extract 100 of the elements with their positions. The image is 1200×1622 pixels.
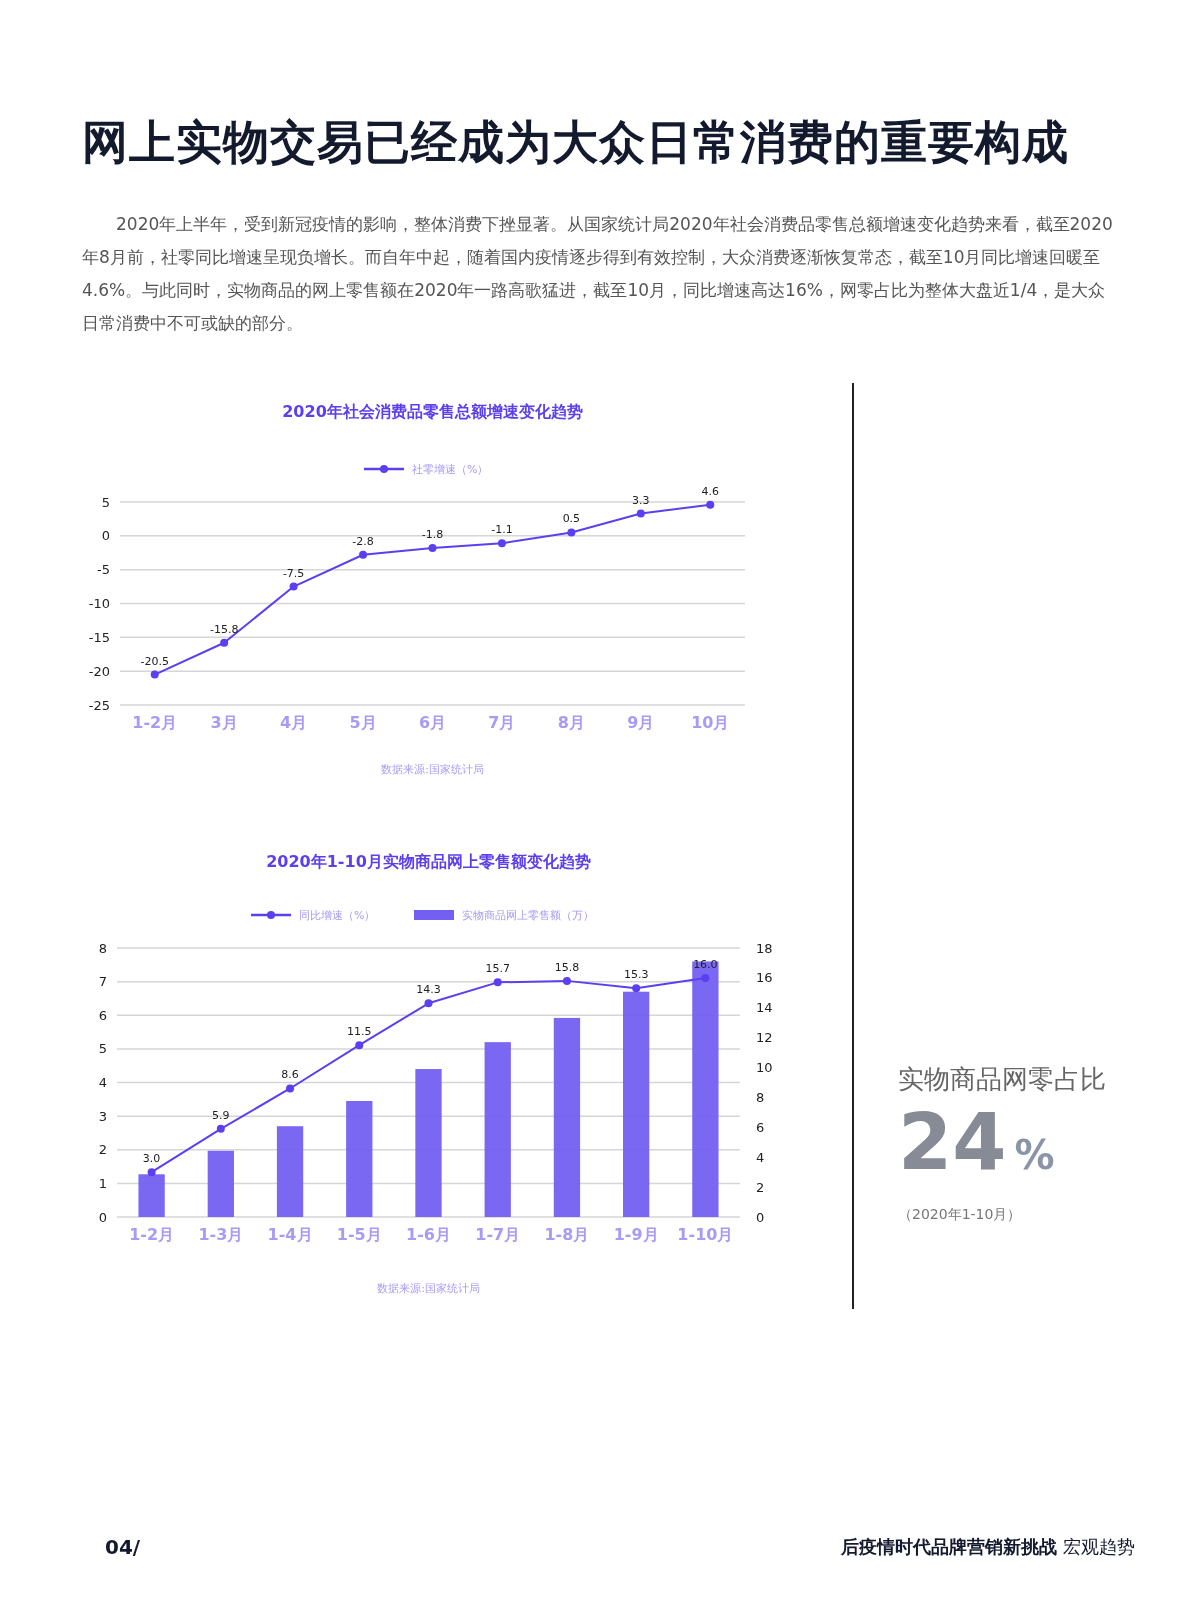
- point: [220, 638, 229, 647]
- text: 24%: [898, 1097, 1056, 1189]
- data-label: 4.6: [701, 484, 720, 498]
- text: （2020年1-10月）: [898, 1206, 1023, 1224]
- data-label: 5.9: [212, 1108, 230, 1122]
- data-label: 15.7: [485, 962, 510, 976]
- y2-tick-label: 0: [756, 1209, 765, 1225]
- y2-tick-label: 14: [756, 1000, 773, 1016]
- point: [359, 550, 368, 559]
- data-label: -1.8: [421, 528, 444, 542]
- y-tick-label: -20: [88, 663, 110, 679]
- y-tick-label: -10: [88, 596, 110, 612]
- data-label: -1.1: [491, 523, 513, 537]
- point: [562, 976, 571, 985]
- y-tick-label: 1: [98, 1175, 107, 1191]
- x-tick-label: 8月: [557, 713, 585, 732]
- point: [289, 582, 298, 591]
- bar: [692, 961, 719, 1217]
- y-tick-label: 8: [98, 940, 107, 956]
- y-tick-label: -15: [88, 629, 110, 645]
- point: [493, 978, 502, 987]
- bar: [415, 1069, 442, 1217]
- x-tick-label: 9月: [627, 713, 655, 732]
- point: [706, 500, 715, 509]
- data-label: -2.8: [352, 534, 374, 548]
- point: [428, 544, 437, 553]
- data-label: 0.5: [562, 512, 581, 526]
- point: [286, 1084, 295, 1093]
- point: [355, 1041, 364, 1050]
- text: 2020年上半年，受到新冠疫情的影响，整体消费下挫显著。从国家统计局2020年社会消费品零售总额增速变化趋势来看，截至2020年8月前，社零同比增速呈现负增长。而自年中起，随着国内疫情逐步得到有效控制，大众消费逐渐恢复常态，截至10月同比增速回暖至4.6%。与此同时，实物商品的网上零售额在2020年一路高歌猛进，截至10月，同比增速高达16%，网零占比为整体大盘近1/4，是大众日常消费中不可或缺的部分。: [82, 213, 1114, 335]
- data-label: 11.5: [347, 1025, 372, 1039]
- y-tick-label: 7: [98, 974, 107, 990]
- point: [567, 528, 576, 537]
- x-tick-label: 1-6月: [406, 1225, 451, 1244]
- text: 后疫情时代品牌营销新挑战: [841, 1536, 1057, 1557]
- x-tick-label: 5月: [349, 713, 377, 732]
- x-tick-label: 3月: [210, 713, 238, 732]
- x-tick-label: 7月: [488, 713, 516, 732]
- point: [424, 999, 433, 1008]
- point: [147, 1168, 156, 1177]
- point: [150, 670, 159, 679]
- x-tick-label: 1-9月: [613, 1225, 659, 1244]
- y-tick-label: -5: [97, 562, 110, 578]
- y-tick-label: 2: [98, 1142, 107, 1158]
- data-label: -15.8: [209, 622, 239, 636]
- x-tick-label: 6月: [418, 713, 447, 732]
- text: 宏观趋势: [1063, 1536, 1135, 1557]
- x-tick-label: 1-5月: [336, 1225, 382, 1244]
- x-tick-label: 1-2月: [132, 713, 178, 732]
- x-tick-label: 1-4月: [267, 1225, 313, 1244]
- point: [216, 1124, 225, 1133]
- legend-label: 同比增速（%）: [299, 908, 376, 922]
- y2-tick-label: 12: [756, 1030, 773, 1046]
- source-note: 数据来源:国家统计局: [377, 1282, 480, 1295]
- point: [632, 984, 641, 993]
- data-label: 16.0: [693, 957, 718, 971]
- data-label: -20.5: [140, 654, 169, 668]
- x-tick-label: 1-8月: [544, 1225, 590, 1244]
- y-tick-label: 3: [98, 1108, 107, 1124]
- x-tick-label: 1-3月: [198, 1225, 244, 1244]
- bar: [207, 1150, 234, 1217]
- x-tick-label: 1-10月: [677, 1225, 734, 1244]
- data-label: 14.3: [416, 983, 441, 997]
- y2-tick-label: 18: [756, 940, 773, 956]
- y-tick-label: 0: [98, 1209, 107, 1225]
- y-tick-label: 5: [98, 1041, 107, 1057]
- data-label: 15.3: [623, 968, 649, 982]
- legend-label: 社零增速（%）: [412, 462, 489, 476]
- y2-tick-label: 10: [756, 1060, 773, 1076]
- y-tick-label: 0: [101, 528, 110, 544]
- bar: [346, 1100, 373, 1217]
- x-tick-label: 1-7月: [475, 1225, 521, 1244]
- point: [497, 539, 506, 548]
- y-tick-label: 4: [98, 1075, 107, 1091]
- text: 网上实物交易已经成为大众日常消费的重要构成: [82, 114, 1070, 171]
- data-label: 15.8: [554, 960, 580, 974]
- point: [701, 973, 710, 982]
- x-tick-label: 4月: [280, 713, 308, 732]
- legend-label: 实物商品网上零售额（万）: [462, 908, 594, 922]
- y-tick-label: 6: [98, 1007, 107, 1023]
- x-tick-label: 1-2月: [129, 1225, 175, 1244]
- bar: [484, 1042, 511, 1217]
- data-label: 3.0: [142, 1152, 161, 1166]
- data-label: 3.3: [632, 493, 650, 507]
- chart-title: 2020年1-10月实物商品网上零售额变化趋势: [266, 852, 591, 871]
- data-label: -7.5: [282, 566, 305, 580]
- x-tick-label: 10月: [691, 713, 730, 732]
- y-tick-label: 5: [101, 494, 110, 510]
- source-note: 数据来源:国家统计局: [381, 763, 484, 776]
- data-label: 8.6: [281, 1068, 299, 1082]
- bar: [553, 1017, 581, 1217]
- y2-tick-label: 16: [756, 970, 773, 986]
- y-tick-label: -25: [88, 697, 110, 713]
- bar: [623, 991, 650, 1217]
- point: [636, 509, 645, 518]
- bar: [276, 1126, 304, 1217]
- y2-tick-label: 8: [756, 1089, 765, 1105]
- chart-title: 2020年社会消费品零售总额增速变化趋势: [282, 402, 583, 421]
- text: 实物商品网零占比: [898, 1063, 1107, 1096]
- y2-tick-label: 2: [756, 1179, 765, 1195]
